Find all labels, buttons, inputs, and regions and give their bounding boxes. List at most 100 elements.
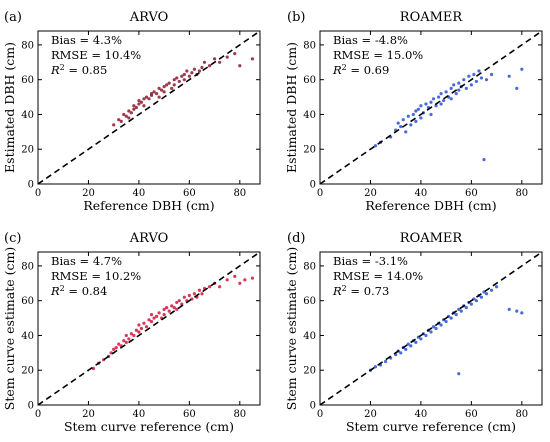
- data-point: [484, 78, 489, 82]
- y-tick-label: 20: [303, 145, 316, 156]
- data-point: [477, 69, 481, 73]
- data-point: [175, 307, 179, 311]
- data-point: [409, 123, 413, 127]
- data-point: [444, 90, 448, 94]
- y-tick-label: 60: [303, 296, 316, 307]
- r-squared-exponent: 2: [342, 284, 347, 293]
- panel-title: ARVO: [129, 10, 169, 25]
- data-point: [515, 86, 519, 90]
- data-point: [436, 95, 441, 99]
- data-point: [520, 67, 524, 71]
- data-point: [479, 295, 484, 299]
- x-tick-label: 20: [82, 409, 95, 420]
- y-tick-label: 40: [303, 331, 316, 342]
- one-to-one-line: [37, 251, 261, 406]
- x-tick-label: 40: [133, 409, 146, 420]
- y-tick-label: 0: [28, 401, 34, 412]
- x-tick-label: 80: [233, 188, 246, 199]
- data-point: [137, 330, 141, 334]
- data-point: [383, 359, 388, 364]
- y-tick-label: 40: [21, 331, 34, 342]
- data-point: [469, 302, 473, 306]
- y-tick-label: 80: [21, 261, 34, 272]
- data-point: [479, 76, 484, 80]
- panel-letter: (a): [4, 10, 22, 25]
- data-point: [127, 337, 131, 341]
- y-tick-label: 80: [303, 40, 316, 51]
- y-tick-label: 60: [21, 75, 34, 86]
- data-point: [207, 285, 212, 289]
- data-point: [132, 333, 136, 338]
- data-point: [489, 72, 494, 77]
- plot-frame: [37, 251, 261, 406]
- data-point: [122, 112, 126, 117]
- r-squared-value: = 0.85: [65, 63, 108, 77]
- data-point: [218, 60, 222, 64]
- data-point: [414, 340, 418, 345]
- data-point: [439, 102, 443, 106]
- y-axis-label: Stem curve estimate (cm): [2, 247, 17, 410]
- data-point: [185, 69, 189, 73]
- data-point: [419, 116, 423, 120]
- y-axis-label: Estimated DBH (cm): [2, 42, 17, 173]
- panel-b: (b) ROAMER 0 20 40 60 80 0 20 40 60 80 Reference DBH…: [284, 10, 543, 213]
- data-point: [489, 288, 494, 292]
- r-squared-exponent: 2: [60, 63, 65, 72]
- x-tick-label: 20: [82, 188, 95, 199]
- one-to-one-line: [37, 30, 261, 185]
- data-point: [139, 326, 144, 331]
- data-point: [124, 333, 128, 338]
- data-point: [457, 307, 461, 311]
- y-tick-label: 0: [310, 180, 316, 191]
- data-point: [429, 112, 433, 117]
- x-tick-label: 60: [183, 409, 196, 420]
- data-point: [484, 292, 489, 296]
- r-squared-text: R2 = 0.84: [50, 284, 107, 299]
- data-point: [172, 83, 176, 87]
- data-point: [225, 278, 229, 282]
- r-squared-value: = 0.84: [65, 284, 108, 298]
- r-squared-value: = 0.73: [347, 284, 390, 298]
- x-tick-label: 80: [515, 409, 528, 420]
- data-point: [177, 299, 181, 303]
- data-point: [147, 97, 151, 101]
- data-point: [459, 309, 463, 313]
- data-point: [444, 319, 448, 324]
- data-point: [457, 88, 461, 92]
- r-squared-text: R2 = 0.73: [332, 284, 389, 299]
- data-point: [162, 312, 166, 317]
- data-point: [112, 347, 116, 351]
- data-point: [431, 97, 436, 101]
- data-point: [114, 346, 118, 350]
- data-point: [507, 74, 511, 78]
- data-point: [474, 299, 479, 303]
- y-tick-label: 20: [21, 366, 34, 377]
- data-point: [431, 325, 436, 329]
- data-point: [474, 79, 479, 84]
- data-point: [91, 366, 96, 371]
- data-point: [233, 274, 237, 278]
- data-point: [507, 307, 511, 311]
- x-tick-label: 40: [133, 188, 146, 199]
- data-point: [457, 81, 461, 85]
- data-point: [406, 342, 410, 346]
- x-tick-label: 0: [35, 188, 41, 199]
- x-axis-label: Reference DBH (cm): [365, 198, 496, 213]
- data-point: [469, 83, 473, 87]
- data-point: [142, 321, 146, 325]
- data-point: [137, 102, 141, 106]
- rmse-text: RMSE = 14.0%: [333, 269, 423, 283]
- x-tick-label: 40: [415, 409, 428, 420]
- y-tick-label: 60: [303, 75, 316, 86]
- y-tick-label: 0: [310, 401, 316, 412]
- data-point: [172, 78, 176, 82]
- x-tick-label: 20: [364, 409, 377, 420]
- rmse-text: RMSE = 10.2%: [51, 269, 141, 283]
- data-point: [373, 144, 378, 148]
- one-to-one-line: [319, 251, 543, 406]
- data-point: [494, 285, 499, 289]
- data-point: [147, 318, 151, 322]
- data-point: [462, 78, 466, 82]
- data-point: [411, 112, 415, 117]
